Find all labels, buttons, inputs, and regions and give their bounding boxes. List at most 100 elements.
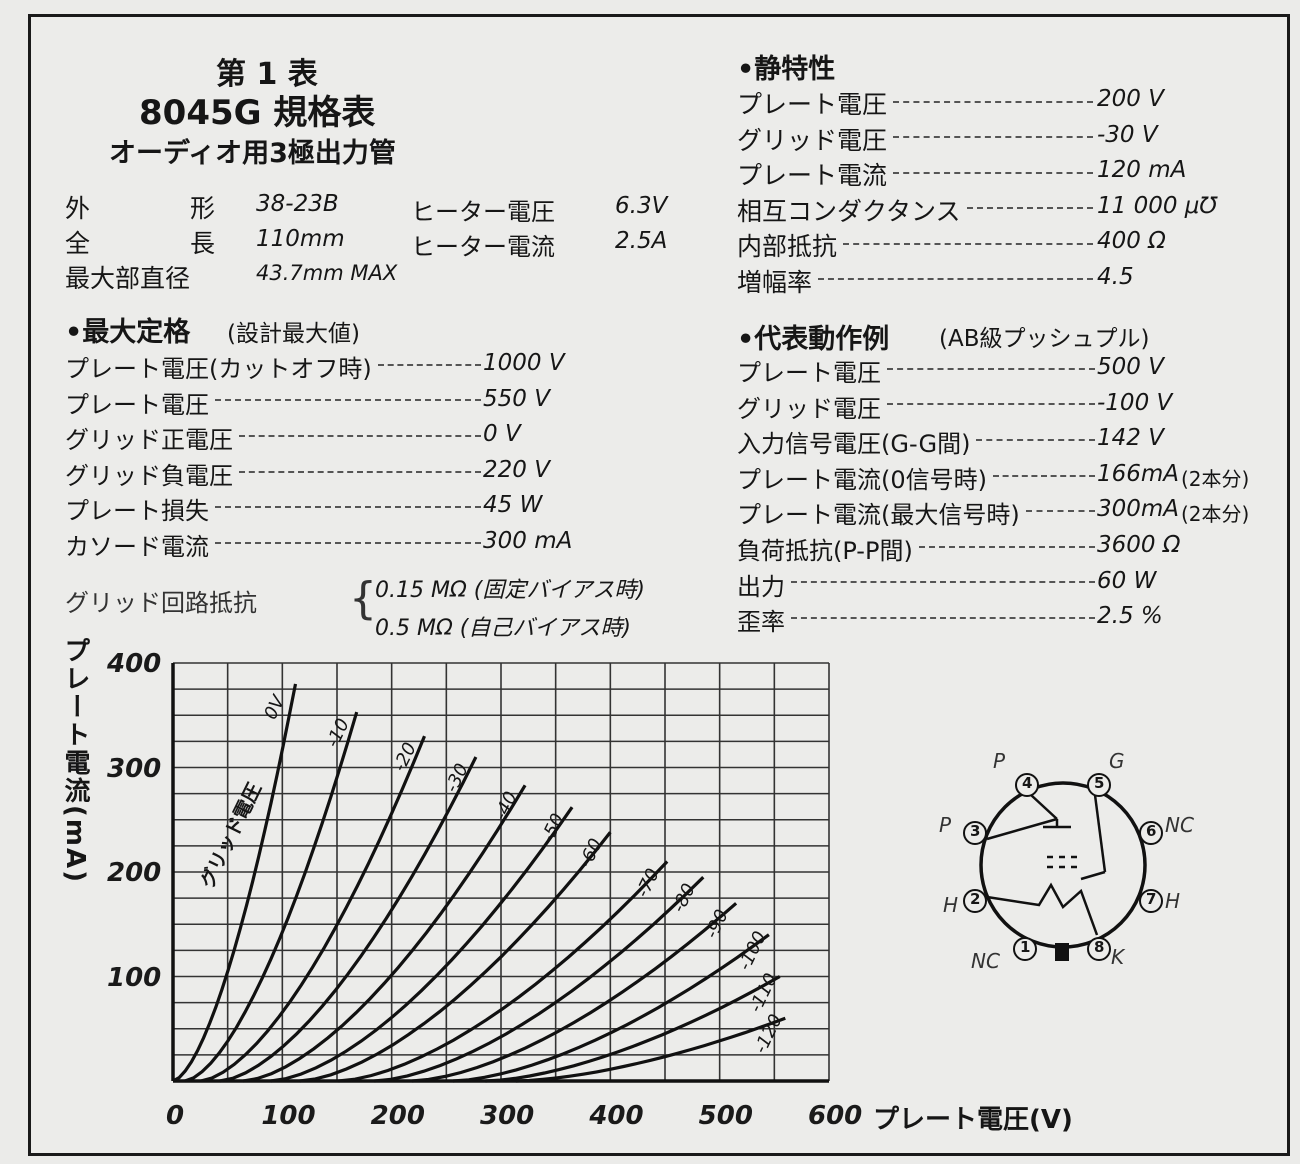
curve--30: [219, 756, 478, 1083]
leader-line: [215, 399, 481, 402]
pin-label-nc_right: NC: [1165, 813, 1194, 837]
curve--100: [452, 933, 770, 1083]
curve-0V: [172, 683, 298, 1083]
curve--70: [338, 860, 669, 1083]
leader-line: [843, 242, 1093, 245]
spec-extra: (2本分): [1181, 466, 1250, 491]
spec-label: グリッド正電圧: [65, 426, 233, 455]
spec-label: 内部抵抗: [737, 232, 838, 261]
spec-label: プレート電圧: [65, 390, 209, 419]
leader-line: [893, 136, 1093, 138]
spec-value: 142 V: [1097, 425, 1164, 452]
pin-number: 1: [1020, 938, 1031, 956]
y-axis-title: プレート電流(mA): [60, 637, 90, 884]
heater-current-label: ヒーター電流: [411, 233, 555, 261]
spec-value: 300 mA: [483, 528, 573, 554]
spec-value: 60 W: [1097, 567, 1157, 594]
leader-line: [1025, 510, 1095, 513]
curve--110: [485, 975, 781, 1083]
curve--90: [412, 902, 738, 1083]
curve--80: [374, 876, 705, 1083]
static-heading: •静特性: [737, 54, 836, 85]
y-tick-label: 200: [107, 858, 162, 888]
spec-value: 45 W: [483, 492, 543, 519]
y-tick-label: 100: [107, 962, 162, 993]
length-value: 110mm: [256, 226, 345, 252]
pin-number: 8: [1094, 938, 1105, 956]
spec-label: 歪率: [737, 608, 785, 637]
spec-label: プレート電圧(カットオフ時): [65, 355, 372, 383]
x-tick-label: 500: [698, 1101, 753, 1131]
leader-line: [377, 363, 481, 366]
pin-number: 4: [1022, 774, 1033, 792]
leader-line: [791, 617, 1095, 620]
spec-value: 220 V: [483, 456, 550, 483]
leader-line: [239, 435, 481, 438]
pin-number: 2: [970, 890, 981, 908]
spec-value: 166mA: [1097, 460, 1180, 487]
curve--10: [184, 711, 359, 1083]
spec-label: プレート電流(最大信号時): [737, 501, 1020, 530]
page-subtitle: オーディオ用3極出力管: [109, 138, 396, 169]
spec-value: 400 Ω: [1097, 228, 1166, 254]
spec-value: 0 V: [483, 421, 521, 448]
spec-label: プレート電圧: [737, 359, 881, 387]
spec-label: プレート電流(0信号時): [737, 465, 987, 494]
spec-label: グリッド電圧: [737, 394, 881, 423]
leader-line: [215, 541, 481, 544]
pin-number: 5: [1094, 774, 1105, 792]
curve--20: [200, 735, 426, 1083]
spec-label: プレート電流: [737, 161, 888, 190]
grid-resistance-self: 0.5 MΩ (自己バイアス時): [375, 616, 631, 641]
spec-value: 4.5: [1097, 263, 1134, 290]
outline-label: 外 形: [65, 194, 216, 223]
spec-value: 550 V: [483, 385, 550, 412]
x-tick-label: 600: [808, 1101, 863, 1131]
leader-line: [818, 278, 1093, 280]
spec-label: プレート損失: [65, 497, 209, 526]
y-tick-label: 300: [107, 753, 162, 784]
page-title: 8045G 規格表: [139, 93, 376, 133]
spec-value: 500 V: [1097, 354, 1164, 380]
y-tick-label: 400: [107, 649, 162, 679]
spec-value: 300mA: [1097, 496, 1180, 523]
heater-voltage-label: ヒーター電圧: [411, 198, 555, 226]
spec-label: カソード電流: [65, 533, 209, 561]
plate-characteristics-chart: [171, 662, 830, 1083]
grid-resistance-fixed: 0.15 MΩ (固定バイアス時): [375, 578, 645, 603]
curve--120: [515, 1016, 786, 1083]
spec-label: グリッド電圧: [737, 125, 888, 155]
leader-line: [791, 581, 1095, 584]
spec-value: 3600 Ω: [1097, 532, 1181, 558]
pin-label-p_left: P: [939, 813, 952, 837]
pin-connection-diagram: [963, 773, 1163, 961]
spec-sheet: 第 1 表 8045G 規格表 オーディオ用3極出力管 外 形 38-23B 全…: [28, 14, 1290, 1156]
typical-heading: •代表動作例: [737, 324, 890, 355]
x-tick-label: 100: [261, 1101, 316, 1131]
leader-line: [887, 367, 1095, 370]
curve--60: [299, 831, 612, 1083]
pin-label-p_top: P: [993, 749, 1006, 773]
spec-value: 11 000 μ℧: [1097, 192, 1217, 219]
leader-line: [215, 506, 481, 509]
grid-resistance-label: グリッド回路抵抗: [65, 589, 257, 617]
pin-label-h_right: H: [1165, 889, 1181, 913]
curve--40: [243, 784, 527, 1083]
spec-value: 1000 V: [483, 350, 565, 376]
spec-value: 2.5 %: [1097, 603, 1163, 630]
x-tick-label: 0: [166, 1101, 185, 1131]
spec-label: 入力信号電圧(G-G間): [737, 430, 971, 459]
leader-line: [887, 403, 1095, 406]
leader-line: [893, 100, 1093, 103]
leader-line: [993, 474, 1095, 477]
leader-line: [976, 439, 1095, 442]
spec-value: -30 V: [1097, 121, 1158, 148]
spec-value: -100 V: [1097, 389, 1173, 416]
leader-line: [239, 470, 481, 473]
heater-voltage-value: 6.3V: [615, 193, 668, 219]
leader-line: [918, 545, 1095, 548]
spec-value: 200 V: [1097, 86, 1164, 112]
spec-label: 負荷抵抗(P-P間): [737, 537, 913, 565]
spec-label: 相互コンダクタンス: [737, 196, 961, 226]
spec-label: 増幅率: [737, 267, 813, 297]
